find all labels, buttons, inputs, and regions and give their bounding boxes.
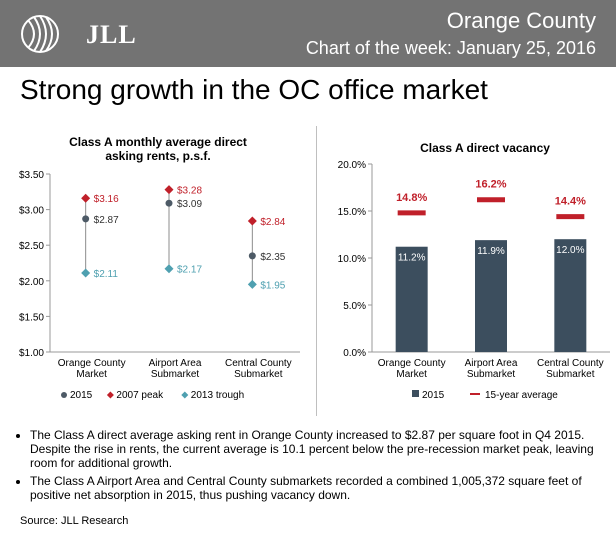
data-label: $3.16 xyxy=(94,194,119,205)
legend-label: 2007 peak xyxy=(116,390,164,401)
logo-text: JLL xyxy=(86,20,137,49)
data-label: $2.35 xyxy=(260,252,285,263)
point-2015 xyxy=(248,252,256,260)
vacancy-chart-panel: Class A direct vacancy 0.0% 5.0% 10.0% 15.0%… xyxy=(320,118,616,418)
point-2013-trough xyxy=(247,279,257,289)
rents-chart-panel: Class A monthly average direct asking ren… xyxy=(6,118,306,418)
chart-title-line: asking rents, p.s.f. xyxy=(105,149,210,163)
data-label: $2.87 xyxy=(94,215,119,226)
y-tick-label: $3.00 xyxy=(19,206,44,217)
legend-label: 2015 xyxy=(422,390,445,401)
jll-globe-icon xyxy=(21,15,59,53)
legend-label: 2015 xyxy=(70,390,93,401)
vacancy-bar xyxy=(395,246,428,352)
legend-label: 15-year average xyxy=(485,390,558,401)
legend-marker xyxy=(181,391,189,399)
point-2013-trough xyxy=(164,264,174,274)
category-label: Submarket xyxy=(234,369,283,380)
point-2015 xyxy=(165,199,173,207)
point-2013-trough xyxy=(81,268,91,278)
page-title: Strong growth in the OC office market xyxy=(20,74,488,105)
region-title: Orange County xyxy=(446,8,596,33)
data-label: $2.11 xyxy=(94,269,119,280)
header-banner: JLL Orange County Chart of the week: Jan… xyxy=(0,0,616,67)
note-item: The Class A direct average asking rent i… xyxy=(30,428,606,470)
category-label: Central County xyxy=(537,358,604,369)
vacancy-chart: Class A direct vacancy 0.0% 5.0% 10.0% 15.0%… xyxy=(338,141,610,401)
average-value-label: 14.8% xyxy=(396,192,427,204)
category-label: Submarket xyxy=(467,369,516,380)
y-tick-label: $3.50 xyxy=(19,170,44,181)
legend-marker xyxy=(412,390,419,397)
y-tick-label: $1.00 xyxy=(19,348,44,359)
y-tick-label: $2.50 xyxy=(19,241,44,252)
point-2007-peak xyxy=(164,185,174,195)
y-tick-label: $2.00 xyxy=(19,277,44,288)
bar-value-label: 11.9% xyxy=(477,246,505,257)
data-label: $3.28 xyxy=(177,186,202,197)
point-2007-peak xyxy=(247,216,257,226)
legend-label: 2013 trough xyxy=(191,390,244,401)
vacancy-bar xyxy=(554,239,587,352)
chart-of-week-date: Chart of the week: January 25, 2016 xyxy=(305,38,596,58)
point-2007-peak xyxy=(81,193,91,203)
point-2015 xyxy=(82,215,90,223)
average-value-label: 16.2% xyxy=(475,179,506,191)
y-tick-label: 10.0% xyxy=(338,254,366,265)
data-label: $2.84 xyxy=(260,217,285,228)
category-label: Airport Area xyxy=(465,358,518,369)
category-label: Market xyxy=(396,369,427,380)
panel-divider xyxy=(316,126,317,416)
data-label: $1.95 xyxy=(260,280,285,291)
bar-value-label: 11.2% xyxy=(398,253,426,264)
chart-title: Class A direct vacancy xyxy=(420,141,550,155)
legend-marker xyxy=(61,392,67,398)
y-tick-label: 20.0% xyxy=(338,160,366,171)
average-value-label: 14.4% xyxy=(555,196,586,208)
source-note: Source: JLL Research xyxy=(20,515,129,527)
jll-logo: JLL xyxy=(20,14,180,54)
category-label: Submarket xyxy=(151,369,200,380)
y-tick-label: 0.0% xyxy=(343,348,366,359)
category-label: Market xyxy=(76,369,107,380)
note-item: The Class A Airport Area and Central Cou… xyxy=(30,474,606,502)
y-tick-label: 5.0% xyxy=(343,301,366,312)
category-label: Orange County xyxy=(58,358,126,369)
data-label: $3.09 xyxy=(177,199,202,210)
notes: The Class A direct average asking rent i… xyxy=(16,428,606,506)
chart-title-line: Class A monthly average direct xyxy=(69,135,247,149)
category-label: Orange County xyxy=(378,358,446,369)
category-label: Airport Area xyxy=(149,358,202,369)
category-label: Central County xyxy=(225,358,292,369)
y-tick-label: $1.50 xyxy=(19,312,44,323)
legend-marker xyxy=(106,391,114,399)
category-label: Submarket xyxy=(546,369,595,380)
y-tick-label: 15.0% xyxy=(338,207,366,218)
vacancy-bar xyxy=(475,240,507,352)
bar-value-label: 12.0% xyxy=(556,245,584,256)
data-label: $2.17 xyxy=(177,265,202,276)
